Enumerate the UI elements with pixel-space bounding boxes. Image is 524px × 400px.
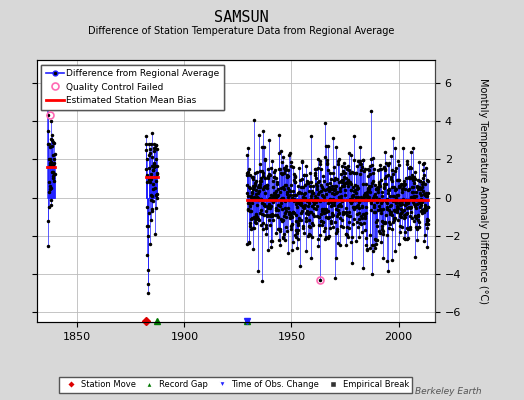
Text: Difference of Station Temperature Data from Regional Average: Difference of Station Temperature Data f… [88, 26, 394, 36]
Legend: Difference from Regional Average, Quality Control Failed, Estimated Station Mean: Difference from Regional Average, Qualit… [41, 64, 224, 110]
Text: SAMSUN: SAMSUN [214, 10, 268, 25]
Y-axis label: Monthly Temperature Anomaly Difference (°C): Monthly Temperature Anomaly Difference (… [478, 78, 488, 304]
Text: Berkeley Earth: Berkeley Earth [416, 387, 482, 396]
